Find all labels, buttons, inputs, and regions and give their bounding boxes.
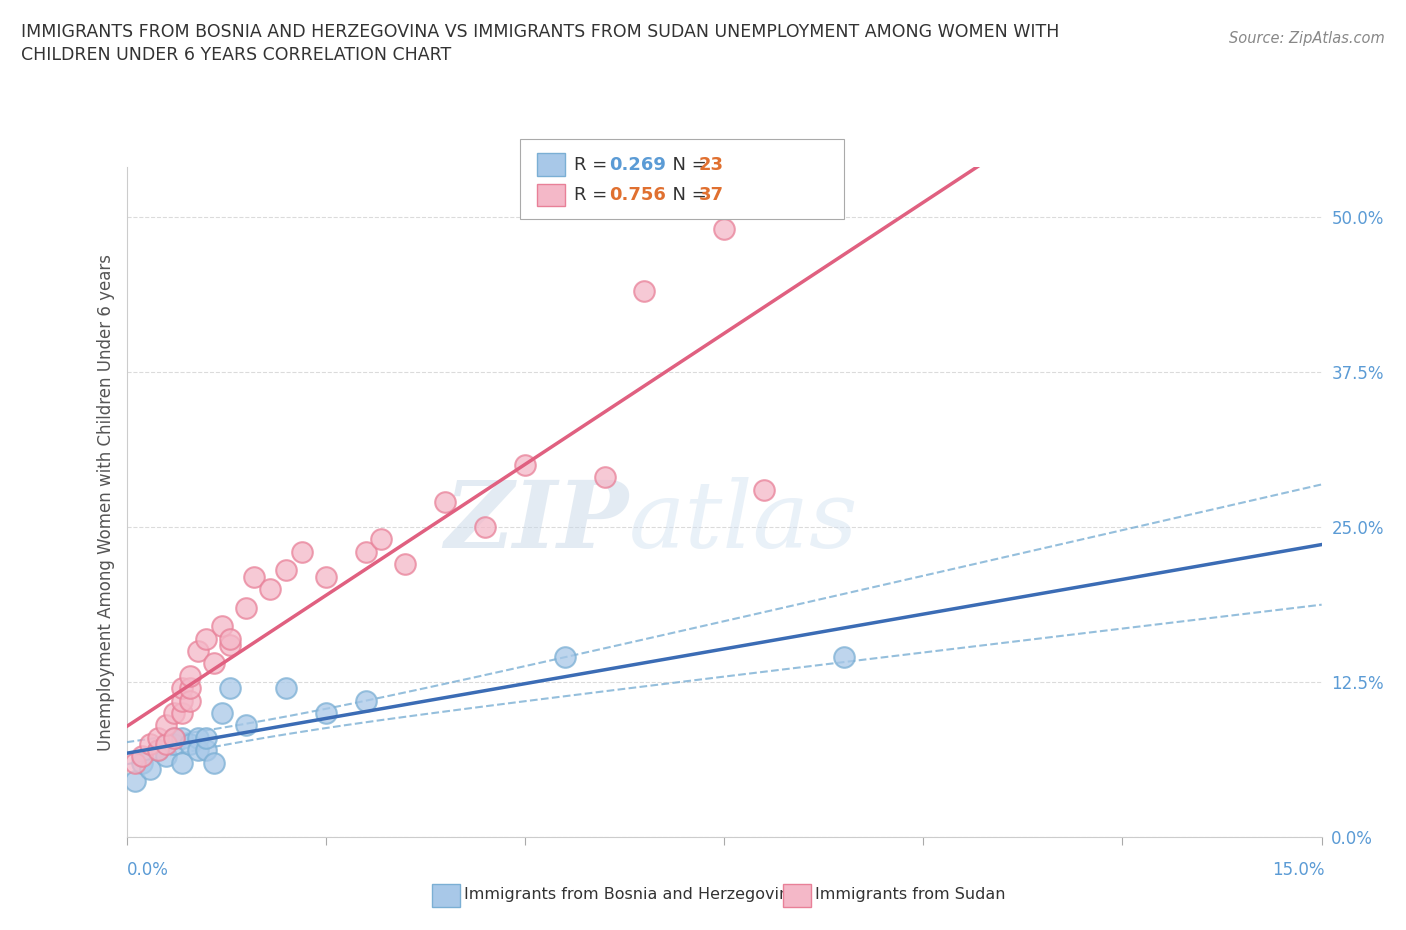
Text: Source: ZipAtlas.com: Source: ZipAtlas.com bbox=[1229, 31, 1385, 46]
Point bbox=[172, 693, 194, 708]
Text: CHILDREN UNDER 6 YEARS CORRELATION CHART: CHILDREN UNDER 6 YEARS CORRELATION CHART bbox=[21, 46, 451, 64]
Point bbox=[187, 644, 209, 658]
Point bbox=[354, 544, 377, 559]
Point bbox=[172, 706, 194, 721]
Point bbox=[235, 718, 257, 733]
Text: 37: 37 bbox=[699, 186, 724, 205]
Point bbox=[219, 637, 242, 652]
Point bbox=[163, 730, 186, 745]
Text: 23: 23 bbox=[699, 155, 724, 174]
Point bbox=[513, 458, 536, 472]
Point bbox=[211, 618, 233, 633]
Point bbox=[434, 495, 457, 510]
Point bbox=[633, 284, 655, 299]
Point bbox=[354, 693, 377, 708]
Point bbox=[219, 681, 242, 696]
Point bbox=[593, 470, 616, 485]
Point bbox=[148, 730, 170, 745]
Text: atlas: atlas bbox=[628, 477, 858, 567]
Text: 15.0%: 15.0% bbox=[1272, 860, 1324, 879]
Text: IMMIGRANTS FROM BOSNIA AND HERZEGOVINA VS IMMIGRANTS FROM SUDAN UNEMPLOYMENT AMO: IMMIGRANTS FROM BOSNIA AND HERZEGOVINA V… bbox=[21, 23, 1060, 41]
Text: N =: N = bbox=[661, 186, 713, 205]
Point bbox=[195, 730, 218, 745]
Point bbox=[554, 650, 576, 665]
Point bbox=[370, 532, 392, 547]
Text: R =: R = bbox=[574, 186, 613, 205]
Y-axis label: Unemployment Among Women with Children Under 6 years: Unemployment Among Women with Children U… bbox=[97, 254, 115, 751]
Point bbox=[187, 730, 209, 745]
Point bbox=[394, 557, 416, 572]
Point bbox=[172, 755, 194, 770]
Point bbox=[163, 737, 186, 751]
Point bbox=[172, 681, 194, 696]
Text: N =: N = bbox=[661, 155, 713, 174]
Point bbox=[713, 222, 735, 237]
Text: Immigrants from Bosnia and Herzegovina: Immigrants from Bosnia and Herzegovina bbox=[464, 887, 799, 902]
Point bbox=[832, 650, 855, 665]
Point bbox=[315, 706, 337, 721]
Text: ZIP: ZIP bbox=[444, 477, 628, 567]
Point bbox=[202, 656, 225, 671]
Point bbox=[155, 749, 177, 764]
Point bbox=[195, 743, 218, 758]
Point bbox=[148, 743, 170, 758]
Point bbox=[148, 743, 170, 758]
Point bbox=[195, 631, 218, 646]
Text: 0.269: 0.269 bbox=[609, 155, 665, 174]
Point bbox=[291, 544, 314, 559]
Point bbox=[179, 693, 201, 708]
Point bbox=[139, 737, 162, 751]
Text: R =: R = bbox=[574, 155, 613, 174]
Point bbox=[179, 681, 201, 696]
Point bbox=[243, 569, 266, 584]
Point bbox=[172, 730, 194, 745]
Point bbox=[163, 706, 186, 721]
Point bbox=[315, 569, 337, 584]
Point bbox=[752, 483, 775, 498]
Point bbox=[219, 631, 242, 646]
Point bbox=[474, 520, 496, 535]
Point bbox=[124, 774, 146, 789]
Point bbox=[187, 743, 209, 758]
Point bbox=[155, 718, 177, 733]
Point bbox=[155, 737, 177, 751]
Point bbox=[139, 762, 162, 777]
Text: 0.0%: 0.0% bbox=[127, 860, 169, 879]
Point bbox=[211, 706, 233, 721]
Point bbox=[274, 563, 297, 578]
Point bbox=[235, 600, 257, 615]
Point bbox=[202, 755, 225, 770]
Point bbox=[259, 581, 281, 596]
Point bbox=[131, 749, 153, 764]
Point bbox=[179, 669, 201, 684]
Point bbox=[274, 681, 297, 696]
Point bbox=[163, 730, 186, 745]
Point bbox=[131, 755, 153, 770]
Text: Immigrants from Sudan: Immigrants from Sudan bbox=[815, 887, 1005, 902]
Point bbox=[124, 755, 146, 770]
Text: 0.756: 0.756 bbox=[609, 186, 665, 205]
Point bbox=[179, 737, 201, 751]
